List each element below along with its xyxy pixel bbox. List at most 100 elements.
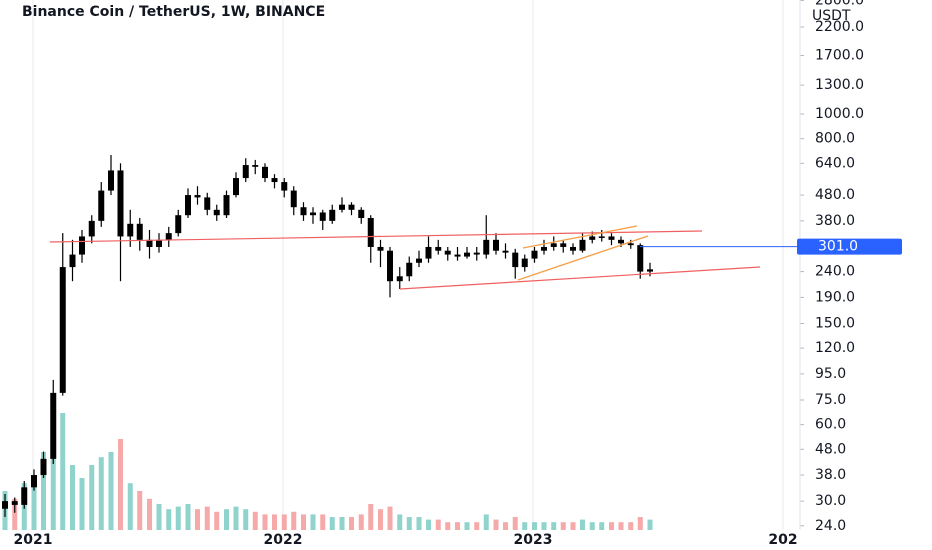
candle-body bbox=[367, 217, 374, 247]
volume-bar bbox=[378, 509, 383, 530]
y-tick-label: 30.0 bbox=[815, 493, 846, 509]
y-tick-label: 1700.0 bbox=[815, 47, 864, 63]
candle-body bbox=[512, 252, 519, 268]
candle-body bbox=[550, 243, 557, 247]
y-tick-label: 1000.0 bbox=[815, 106, 864, 122]
candle-body bbox=[579, 239, 586, 251]
y-unit: USDT bbox=[812, 8, 851, 24]
candle-body bbox=[589, 236, 596, 240]
candle-body bbox=[358, 209, 365, 218]
candle-body bbox=[637, 245, 644, 272]
candle-body bbox=[242, 165, 249, 179]
trend-line bbox=[517, 235, 649, 281]
candle-body bbox=[570, 246, 576, 251]
candle-body bbox=[262, 166, 268, 179]
x-tick-label: 2023 bbox=[514, 532, 553, 548]
volume-bar bbox=[599, 522, 605, 530]
candle-body bbox=[175, 215, 182, 234]
price-axis: 2800.0 2200.0 1700.0 1300.0 1000.0 800.0 640.0… bbox=[799, 0, 864, 534]
y-tick-label: 380.0 bbox=[815, 213, 855, 229]
candle-body bbox=[136, 223, 143, 240]
volume-bar bbox=[522, 522, 528, 530]
candle-body bbox=[387, 250, 393, 282]
volume-bar bbox=[455, 522, 460, 530]
candle-body bbox=[541, 246, 547, 251]
volume-bar bbox=[127, 483, 133, 530]
trend-line bbox=[49, 230, 703, 243]
volume-bar bbox=[98, 457, 104, 530]
volume-bar bbox=[637, 517, 643, 530]
trend-line bbox=[522, 225, 638, 249]
volume-bar bbox=[609, 522, 614, 530]
volume-bar bbox=[426, 519, 431, 530]
x-tick-label: 2022 bbox=[264, 532, 303, 548]
candle-body bbox=[165, 233, 172, 240]
volume-bar bbox=[195, 509, 200, 530]
volume-bar bbox=[70, 465, 75, 530]
y-tick-label: 38.0 bbox=[815, 467, 846, 483]
trend-line bbox=[399, 266, 761, 290]
volume-bar bbox=[512, 517, 518, 530]
volume-bar bbox=[156, 504, 162, 530]
volume-bar bbox=[108, 452, 114, 530]
candle-body bbox=[290, 190, 297, 208]
volume-bar bbox=[349, 517, 354, 530]
y-tick-label: 75.0 bbox=[815, 392, 846, 408]
chart-title: Binance Coin / TetherUS, 1W, BINANCE bbox=[22, 4, 325, 20]
y-tick-label: 95.0 bbox=[815, 366, 846, 382]
y-tick-label: 150.0 bbox=[815, 315, 855, 331]
candle-body bbox=[194, 195, 201, 198]
volume-bar bbox=[618, 522, 624, 530]
candle-body bbox=[339, 204, 345, 210]
y-tick-label: 24.0 bbox=[815, 518, 846, 534]
volume-bar bbox=[368, 504, 374, 530]
candles bbox=[1, 155, 653, 517]
volume-bar bbox=[541, 522, 547, 530]
volume-bar bbox=[291, 511, 297, 530]
volume-bar bbox=[252, 511, 258, 530]
candle-body bbox=[146, 239, 153, 247]
y-tick-label: 800.0 bbox=[815, 131, 855, 147]
volume-bar bbox=[50, 400, 56, 530]
candle-body bbox=[377, 246, 384, 251]
volume-bar bbox=[185, 504, 191, 530]
volume-bar bbox=[31, 478, 37, 530]
candle-body bbox=[59, 267, 66, 393]
volume-bar bbox=[233, 506, 239, 530]
volume-bar bbox=[647, 519, 653, 530]
candle-body bbox=[493, 239, 499, 251]
candle-body bbox=[252, 165, 259, 167]
volume-bar bbox=[262, 514, 268, 530]
volume-bar bbox=[175, 506, 181, 530]
candle-body bbox=[473, 252, 480, 255]
y-tick-label: 2200.0 bbox=[815, 19, 864, 35]
y-tick-label: 640.0 bbox=[815, 155, 855, 171]
candle-body bbox=[406, 262, 413, 277]
grid bbox=[32, 0, 784, 530]
volume-bar bbox=[301, 514, 306, 530]
candle-body bbox=[560, 243, 567, 247]
y-tick-label: 2800.0 bbox=[815, 0, 864, 8]
y-tick-label: 1300.0 bbox=[815, 77, 864, 93]
candle-body bbox=[425, 246, 432, 259]
candle-body bbox=[348, 204, 355, 210]
volume-bar bbox=[281, 514, 287, 530]
volume-bar bbox=[243, 509, 249, 530]
candle-body bbox=[598, 236, 605, 238]
candle-body bbox=[435, 246, 442, 251]
candle-body bbox=[319, 212, 326, 221]
last-price-label: 301.0 bbox=[818, 239, 858, 255]
volume-bar bbox=[474, 522, 480, 530]
volume-bar bbox=[435, 519, 441, 530]
candle-body bbox=[11, 501, 18, 505]
volume-bar bbox=[387, 506, 393, 530]
candle-body bbox=[50, 392, 57, 459]
volume-bar bbox=[60, 413, 66, 530]
candle-body bbox=[21, 487, 28, 505]
volume-bar bbox=[41, 452, 46, 530]
candle-body bbox=[185, 195, 191, 216]
candle-body bbox=[608, 236, 615, 240]
y-tick-label: 60.0 bbox=[815, 417, 846, 433]
